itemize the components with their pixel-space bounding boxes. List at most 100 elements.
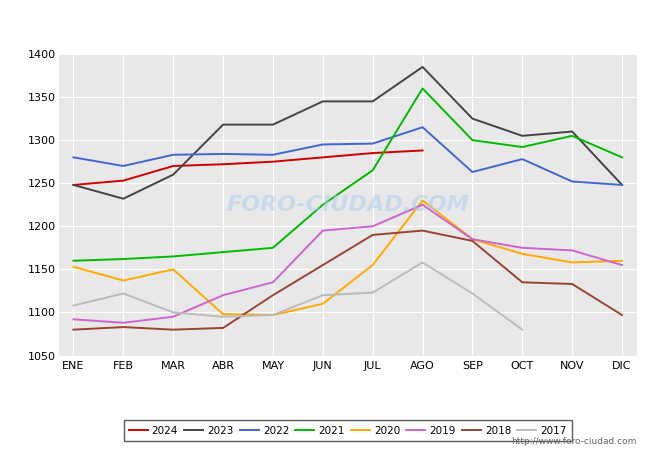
2018 (120, 324, 127, 330)
2020 (519, 251, 526, 256)
Line: 2023: 2023 (73, 67, 622, 199)
2020 (70, 264, 77, 270)
2018 (219, 325, 227, 331)
2018 (519, 279, 526, 285)
2019 (169, 314, 177, 319)
2018 (269, 292, 277, 298)
2023 (369, 99, 376, 104)
2023 (568, 129, 576, 134)
2017 (70, 303, 77, 308)
2023 (469, 116, 476, 122)
2021 (519, 144, 526, 150)
2020 (120, 278, 127, 283)
2022 (269, 152, 277, 158)
2022 (419, 125, 426, 130)
2020 (469, 237, 476, 242)
Text: http://www.foro-ciudad.com: http://www.foro-ciudad.com (512, 436, 637, 446)
2023 (169, 172, 177, 177)
2023 (519, 133, 526, 139)
2022 (369, 141, 376, 146)
2019 (469, 237, 476, 242)
2019 (219, 292, 227, 298)
2022 (469, 169, 476, 175)
2021 (369, 167, 376, 173)
Line: 2019: 2019 (73, 205, 622, 323)
2021 (319, 202, 327, 207)
2021 (169, 254, 177, 259)
2018 (70, 327, 77, 333)
2017 (369, 290, 376, 295)
2022 (70, 155, 77, 160)
2023 (120, 196, 127, 202)
2021 (419, 86, 426, 91)
2024 (269, 159, 277, 164)
2018 (169, 327, 177, 333)
2019 (269, 279, 277, 285)
2019 (319, 228, 327, 233)
2023 (618, 182, 626, 188)
2022 (219, 151, 227, 157)
Line: 2022: 2022 (73, 127, 622, 185)
2021 (219, 249, 227, 255)
2018 (469, 238, 476, 243)
Line: 2017: 2017 (73, 262, 523, 330)
2017 (519, 327, 526, 333)
2022 (568, 179, 576, 184)
2022 (319, 142, 327, 147)
2024 (70, 182, 77, 188)
2022 (169, 152, 177, 158)
2017 (319, 292, 327, 298)
2024 (169, 163, 177, 169)
2019 (120, 320, 127, 325)
2018 (419, 228, 426, 233)
Text: FORO-CIUDAD.COM: FORO-CIUDAD.COM (226, 195, 469, 215)
Line: 2018: 2018 (73, 230, 622, 330)
2021 (120, 256, 127, 262)
2023 (419, 64, 426, 70)
2019 (369, 224, 376, 229)
Line: 2024: 2024 (73, 150, 422, 185)
2021 (469, 137, 476, 143)
2024 (219, 162, 227, 167)
2022 (519, 157, 526, 162)
2023 (70, 182, 77, 188)
2022 (120, 163, 127, 169)
2020 (169, 267, 177, 272)
2017 (219, 314, 227, 319)
2019 (70, 317, 77, 322)
2017 (419, 260, 426, 265)
2023 (219, 122, 227, 127)
Line: 2021: 2021 (73, 89, 622, 261)
2021 (70, 258, 77, 263)
2020 (219, 311, 227, 317)
2024 (120, 178, 127, 183)
2019 (419, 202, 426, 207)
2018 (319, 262, 327, 268)
2021 (568, 133, 576, 139)
Legend: 2024, 2023, 2022, 2021, 2020, 2019, 2018, 2017: 2024, 2023, 2022, 2021, 2020, 2019, 2018… (124, 420, 572, 441)
2017 (269, 312, 277, 318)
2023 (269, 122, 277, 127)
2017 (120, 291, 127, 296)
2020 (269, 312, 277, 318)
2024 (369, 150, 376, 156)
2024 (319, 155, 327, 160)
2020 (319, 301, 327, 306)
2020 (568, 260, 576, 265)
2019 (519, 245, 526, 251)
2020 (618, 258, 626, 263)
2017 (169, 310, 177, 315)
2020 (369, 262, 376, 268)
2018 (369, 232, 376, 238)
Line: 2020: 2020 (73, 200, 622, 315)
2017 (469, 291, 476, 296)
2022 (618, 182, 626, 188)
2024 (419, 148, 426, 153)
2023 (319, 99, 327, 104)
2019 (568, 248, 576, 253)
2020 (419, 198, 426, 203)
2021 (269, 245, 277, 251)
2019 (618, 262, 626, 268)
2018 (568, 281, 576, 287)
2021 (618, 155, 626, 160)
